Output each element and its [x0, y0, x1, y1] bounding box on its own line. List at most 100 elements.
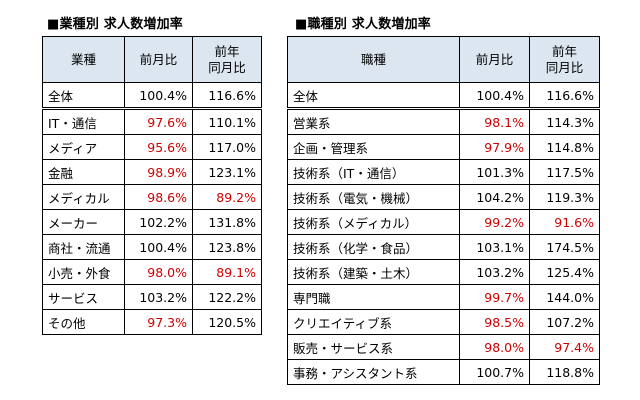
industry-row: メーカー 102.2% 131.8%: [42, 209, 262, 235]
job-growth-table: 職種 前月比 前年 同月比 全体 100.4% 116.6% 営業系 98.1% 114.…: [287, 36, 600, 385]
yoy-value: 117.0%: [192, 134, 262, 160]
row-label: 技術系（電気・機械）: [287, 184, 460, 210]
column-header-job: 職種: [287, 36, 460, 83]
yoy-value: 174.5%: [529, 234, 600, 260]
job-table-title: ■職種別 求人数増加率: [295, 17, 432, 32]
row-label: サービス: [42, 284, 125, 310]
row-label: 技術系（化学・食品）: [287, 234, 460, 260]
yoy-value: 125.4%: [529, 259, 600, 285]
row-label: クリエイティブ系: [287, 309, 460, 335]
row-label: 販売・サービス系: [287, 334, 460, 360]
industry-row: 金融 98.9% 123.1%: [42, 159, 262, 185]
mom-value: 95.6%: [124, 134, 193, 160]
mom-value: 100.7%: [459, 359, 530, 385]
industry-table-title: ■業種別 求人数増加率: [47, 17, 184, 32]
yoy-value: 122.2%: [192, 284, 262, 310]
mom-value: 97.6%: [124, 108, 193, 135]
yoy-value: 110.1%: [192, 108, 262, 135]
yoy-value: 120.5%: [192, 309, 262, 335]
industry-growth-table: 業種 前月比 前年 同月比 全体 100.4% 116.6% IT・通信 97.6% 11…: [42, 36, 262, 335]
mom-value: 104.2%: [459, 184, 530, 210]
job-row: 技術系（化学・食品） 103.1% 174.5%: [287, 234, 600, 260]
mom-value: 99.7%: [459, 284, 530, 310]
mom-value: 97.9%: [459, 134, 530, 160]
yoy-value: 89.1%: [192, 259, 262, 285]
job-row: 技術系（IT・通信） 101.3% 117.5%: [287, 159, 600, 185]
row-label: メディア: [42, 134, 125, 160]
row-label: その他: [42, 309, 125, 335]
column-header-yoy: 前年 同月比: [192, 36, 262, 83]
yoy-value: 97.4%: [529, 334, 600, 360]
row-label: 営業系: [287, 108, 460, 135]
yoy-value: 118.8%: [529, 359, 600, 385]
job-table-body: 全体 100.4% 116.6% 営業系 98.1% 114.3% 企画・管理系 97.9% 1…: [287, 82, 600, 385]
job-row: 全体 100.4% 116.6%: [287, 82, 600, 110]
job-row: 技術系（電気・機械） 104.2% 119.3%: [287, 184, 600, 210]
mom-value: 98.6%: [124, 184, 193, 210]
industry-row: その他 97.3% 120.5%: [42, 309, 262, 335]
mom-value: 100.4%: [124, 234, 193, 260]
job-row: 販売・サービス系 98.0% 97.4%: [287, 334, 600, 360]
column-header-industry: 業種: [42, 36, 125, 83]
yoy-value: 144.0%: [529, 284, 600, 310]
industry-row: IT・通信 97.6% 110.1%: [42, 108, 262, 135]
mom-value: 98.9%: [124, 159, 193, 185]
yoy-value: 117.5%: [529, 159, 600, 185]
column-header-mom: 前月比: [459, 36, 530, 83]
yoy-value: 123.8%: [192, 234, 262, 260]
mom-value: 102.2%: [124, 209, 193, 235]
row-label: 商社・流通: [42, 234, 125, 260]
row-label: 専門職: [287, 284, 460, 310]
job-row: 専門職 99.7% 144.0%: [287, 284, 600, 310]
yoy-value: 107.2%: [529, 309, 600, 335]
row-label: メーカー: [42, 209, 125, 235]
yoy-value: 116.6%: [192, 82, 262, 110]
row-label: 技術系（建築・土木）: [287, 259, 460, 285]
industry-row: 全体 100.4% 116.6%: [42, 82, 262, 110]
job-row: 企画・管理系 97.9% 114.8%: [287, 134, 600, 160]
industry-row: メディア 95.6% 117.0%: [42, 134, 262, 160]
mom-value: 98.1%: [459, 108, 530, 135]
mom-value: 103.2%: [459, 259, 530, 285]
yoy-value: 114.3%: [529, 108, 600, 135]
job-row: 技術系（メディカル） 99.2% 91.6%: [287, 209, 600, 235]
yoy-value: 123.1%: [192, 159, 262, 185]
yoy-value: 119.3%: [529, 184, 600, 210]
row-label: 技術系（メディカル）: [287, 209, 460, 235]
job-row: クリエイティブ系 98.5% 107.2%: [287, 309, 600, 335]
yoy-value: 116.6%: [529, 82, 600, 110]
row-label: 金融: [42, 159, 125, 185]
column-header-yoy: 前年 同月比: [529, 36, 600, 83]
industry-row: メディカル 98.6% 89.2%: [42, 184, 262, 210]
row-label: 小売・外食: [42, 259, 125, 285]
yoy-value: 89.2%: [192, 184, 262, 210]
industry-row: 商社・流通 100.4% 123.8%: [42, 234, 262, 260]
industry-table-body: 全体 100.4% 116.6% IT・通信 97.6% 110.1% メディア 95.6% 1…: [42, 82, 262, 335]
row-label: 技術系（IT・通信）: [287, 159, 460, 185]
job-row: 技術系（建築・土木） 103.2% 125.4%: [287, 259, 600, 285]
row-label: 全体: [42, 82, 125, 110]
job-row: 営業系 98.1% 114.3%: [287, 108, 600, 135]
row-label: 事務・アシスタント系: [287, 359, 460, 385]
mom-value: 99.2%: [459, 209, 530, 235]
industry-row: サービス 103.2% 122.2%: [42, 284, 262, 310]
row-label: 企画・管理系: [287, 134, 460, 160]
mom-value: 98.0%: [124, 259, 193, 285]
mom-value: 103.1%: [459, 234, 530, 260]
mom-value: 100.4%: [459, 82, 530, 110]
column-header-mom: 前月比: [124, 36, 193, 83]
row-label: メディカル: [42, 184, 125, 210]
mom-value: 103.2%: [124, 284, 193, 310]
mom-value: 100.4%: [124, 82, 193, 110]
mom-value: 98.0%: [459, 334, 530, 360]
mom-value: 97.3%: [124, 309, 193, 335]
row-label: IT・通信: [42, 108, 125, 135]
job-row: 事務・アシスタント系 100.7% 118.8%: [287, 359, 600, 385]
yoy-value: 91.6%: [529, 209, 600, 235]
row-label: 全体: [287, 82, 460, 110]
yoy-value: 131.8%: [192, 209, 262, 235]
mom-value: 98.5%: [459, 309, 530, 335]
industry-row: 小売・外食 98.0% 89.1%: [42, 259, 262, 285]
yoy-value: 114.8%: [529, 134, 600, 160]
mom-value: 101.3%: [459, 159, 530, 185]
